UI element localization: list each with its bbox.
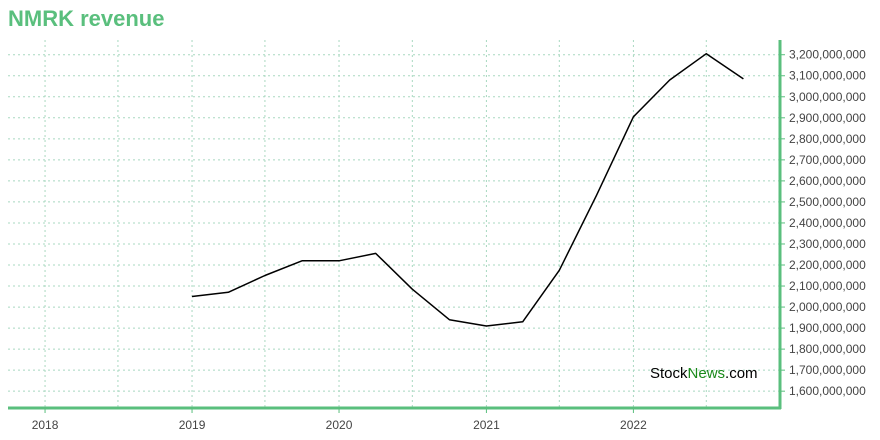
y-tick-label: 1,600,000,000 xyxy=(789,384,866,398)
x-tick-label: 2020 xyxy=(326,418,353,432)
y-tick-label: 2,800,000,000 xyxy=(789,132,866,146)
y-tick-label: 2,900,000,000 xyxy=(789,111,866,125)
series-line xyxy=(191,52,744,327)
y-tick-label: 2,400,000,000 xyxy=(789,216,866,230)
y-tick-label: 2,500,000,000 xyxy=(789,195,866,209)
y-tick-label: 3,100,000,000 xyxy=(789,69,866,83)
y-tick-label: 3,200,000,000 xyxy=(789,48,866,62)
x-tick-label: 2018 xyxy=(32,418,59,432)
data-point xyxy=(411,288,413,290)
y-tick-label: 2,100,000,000 xyxy=(789,279,866,293)
data-point xyxy=(632,116,634,118)
watermark-part-news: News xyxy=(687,365,726,382)
axes xyxy=(8,40,782,410)
data-point xyxy=(375,252,377,254)
y-tick-label: 1,900,000,000 xyxy=(789,321,866,335)
data-point xyxy=(227,291,229,293)
data-point xyxy=(522,321,524,323)
data-point xyxy=(191,296,193,298)
x-tick-label: 2019 xyxy=(179,418,206,432)
data-point xyxy=(742,78,744,80)
data-point xyxy=(301,260,303,262)
data-point xyxy=(669,79,671,81)
watermark-part-stock: Stock xyxy=(650,365,688,382)
watermark-part-com: .com xyxy=(725,365,758,382)
data-point xyxy=(705,53,707,55)
y-tick-label: 2,000,000,000 xyxy=(789,300,866,314)
x-tick-label: 2022 xyxy=(620,418,647,432)
y-tick-label: 2,600,000,000 xyxy=(789,174,866,188)
y-tick-label: 2,300,000,000 xyxy=(789,237,866,251)
y-tick-label: 1,800,000,000 xyxy=(789,342,866,356)
data-point xyxy=(448,319,450,321)
y-tick-label: 1,700,000,000 xyxy=(789,363,866,377)
y-axis-ticks: 1,600,000,000 1,700,000,000 1,800,000,000 1… xyxy=(780,48,866,398)
x-axis-ticks: 2018 2019 2020 2021 2022 xyxy=(32,408,647,432)
data-point xyxy=(338,260,340,262)
data-point xyxy=(595,195,597,197)
data-point xyxy=(264,275,266,277)
series xyxy=(191,52,744,327)
chart-title: NMRK revenue xyxy=(8,6,165,31)
y-tick-label: 3,000,000,000 xyxy=(789,90,866,104)
watermark-logo: StockNews.com xyxy=(650,365,758,382)
data-point xyxy=(558,269,560,271)
grid xyxy=(8,40,780,408)
x-tick-label: 2021 xyxy=(473,418,500,432)
y-tick-label: 2,200,000,000 xyxy=(789,258,866,272)
data-point xyxy=(485,325,487,327)
y-tick-label: 2,700,000,000 xyxy=(789,153,866,167)
